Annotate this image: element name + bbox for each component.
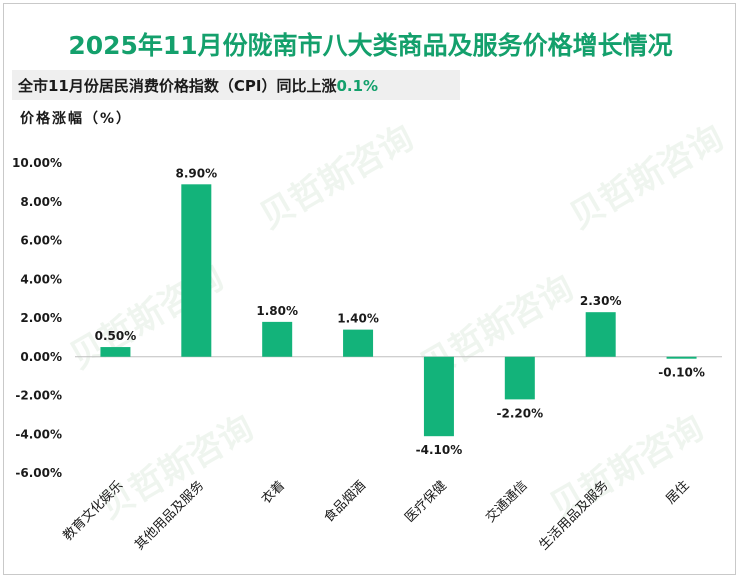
bar-4 <box>423 356 454 437</box>
y-tick-labels: 10.00% 8.00% 6.00% 4.00% 2.00% 0.00% -2.00% -4.… <box>12 156 62 480</box>
chart-title: 2025年11月份陇南市八大类商品及服务价格增长情况 <box>68 31 673 60</box>
y-tick-label: 2.00% <box>20 311 62 325</box>
y-tick-label: 10.00% <box>12 156 62 170</box>
data-label-0: 0.50% <box>95 329 137 343</box>
data-label-4: -4.10% <box>416 443 463 457</box>
bars <box>100 184 697 437</box>
data-label-7: -0.10% <box>658 366 705 380</box>
bar-7 <box>666 356 697 359</box>
data-labels: 0.50% 8.90% 1.80% 1.40% -4.10% -2.20% 2.30% -0.… <box>95 166 705 457</box>
x-tick-label-0: 教育文化娱乐 <box>60 478 126 544</box>
y-tick-label: -2.00% <box>15 389 62 403</box>
y-tick-label: 0.00% <box>20 350 62 364</box>
subtitle-prefix: 全市11月份居民消费价格指数（CPI）同比上涨 <box>18 77 337 95</box>
x-tick-label-3: 食品烟酒 <box>321 478 369 526</box>
x-tick-label-6: 生活用品及服务 <box>536 478 612 554</box>
bar-3 <box>343 329 374 357</box>
x-tick-label-7: 居住 <box>663 478 692 507</box>
data-label-3: 1.40% <box>337 312 379 326</box>
subtitle-box <box>12 70 460 100</box>
subtitle: 全市11月份居民消费价格指数（CPI）同比上涨0.1% <box>18 75 378 96</box>
bar-6 <box>585 312 616 357</box>
data-label-1: 8.90% <box>175 166 217 180</box>
data-label-6: 2.30% <box>580 294 622 308</box>
bar-2 <box>262 321 293 357</box>
y-tick-label: 4.00% <box>20 272 62 286</box>
x-tick-label-4: 医疗保健 <box>402 478 449 525</box>
bar-1 <box>181 184 212 357</box>
x-tick-label-2: 衣着 <box>258 478 288 508</box>
data-label-5: -2.20% <box>497 406 544 420</box>
y-tick-label: 6.00% <box>20 234 62 248</box>
y-tick-label: -4.00% <box>15 427 62 441</box>
bar-0 <box>100 347 131 357</box>
subtitle-value: 0.1% <box>336 77 379 95</box>
x-tick-labels: 教育文化娱乐 其他用品及服务 衣着 食品烟酒 医疗保健 交通通信 生活用品及服务 居住 <box>60 478 693 554</box>
y-tick-label: -6.00% <box>15 466 62 480</box>
y-tick-label: 8.00% <box>20 195 62 209</box>
y-axis-label: 价格涨幅（%） <box>20 111 133 127</box>
x-tick-label-5: 交通通信 <box>483 478 531 526</box>
data-label-2: 1.80% <box>256 304 298 318</box>
x-tick-label-1: 其他用品及服务 <box>131 478 207 554</box>
bar-5 <box>504 356 535 400</box>
